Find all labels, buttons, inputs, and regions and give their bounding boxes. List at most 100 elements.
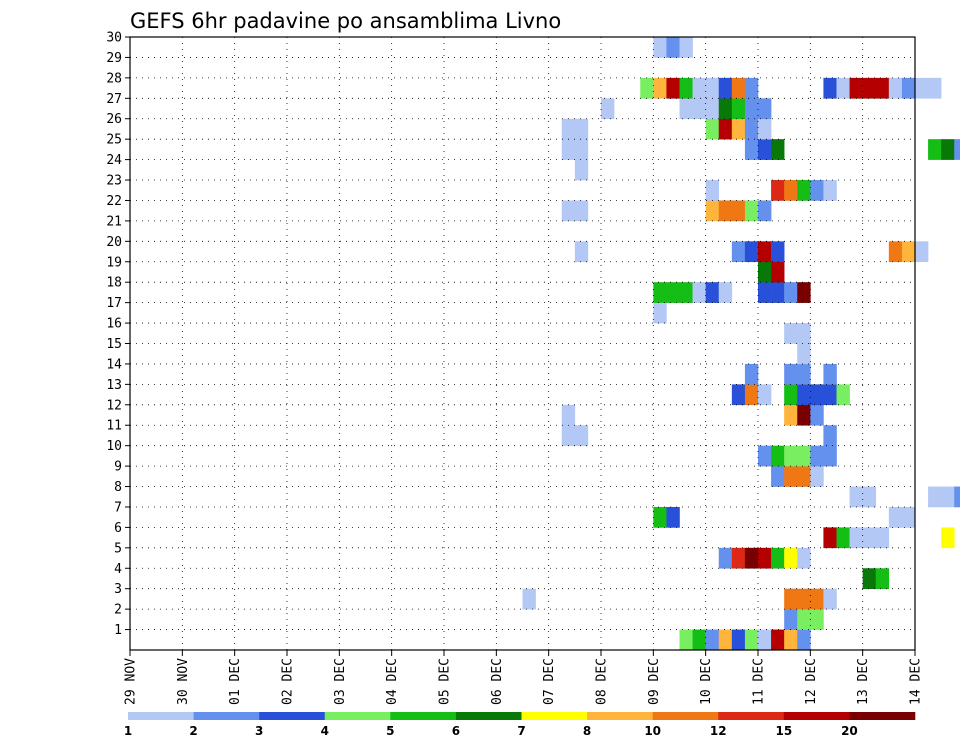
heatmap-cell (771, 139, 785, 160)
y-tick-label: 8 (114, 480, 122, 495)
heatmap-cell (653, 282, 667, 303)
heatmap-cell (758, 118, 772, 140)
heatmap-cell (797, 466, 811, 487)
heatmap-cell (731, 241, 746, 263)
heatmap-cell (771, 241, 785, 263)
heatmap-cell (810, 384, 824, 406)
heatmap-cell (810, 404, 824, 426)
heatmap-cell (954, 486, 960, 508)
heatmap-cell (744, 77, 759, 99)
colorbar-swatch (521, 712, 588, 720)
heatmap-cell (784, 609, 798, 630)
heatmap-cell (679, 37, 693, 58)
heatmap-cell (758, 445, 772, 467)
heatmap-cell (758, 139, 772, 160)
x-tick-label: 14 DEC (909, 658, 924, 705)
heatmap-cell (928, 486, 942, 508)
heatmap-cell (928, 77, 942, 99)
heatmap-cell (862, 527, 877, 549)
heatmap-cell (666, 506, 680, 528)
heatmap-cell (731, 118, 746, 140)
heatmap-cell (849, 77, 863, 99)
heatmap-cell (836, 77, 850, 99)
heatmap-cell (758, 629, 772, 651)
heatmap-cell (705, 118, 720, 140)
heatmap-cell (758, 261, 772, 283)
y-tick-label: 14 (106, 357, 122, 372)
heatmap-cell (771, 180, 785, 201)
y-tick-label: 6 (114, 521, 122, 536)
heatmap-cell (692, 98, 706, 120)
x-tick-label: 09 DEC (647, 658, 662, 705)
y-tick-label: 30 (106, 31, 122, 46)
heatmap-cell (705, 200, 720, 222)
heatmap-cell (705, 77, 720, 99)
heatmap-cell (823, 77, 837, 99)
heatmap-cell (731, 77, 746, 99)
heatmap-cell (744, 139, 759, 160)
x-tick-label: 13 DEC (856, 658, 871, 705)
heatmap-cell (574, 200, 589, 222)
colorbar-swatch (259, 712, 326, 720)
colorbar-swatch (718, 712, 785, 720)
heatmap-cell (797, 404, 811, 426)
heatmap-cell (771, 261, 785, 283)
heatmap-cell (810, 445, 824, 467)
heatmap-cell (901, 506, 916, 528)
heatmap-cell (849, 486, 863, 508)
colorbar-label: 10 (644, 724, 661, 738)
heatmap-cell (574, 139, 589, 160)
heatmap-cell (574, 159, 589, 181)
colorbar-swatch (455, 712, 522, 720)
heatmap-cell (875, 527, 890, 549)
heatmap-cell (705, 180, 720, 201)
colorbar-label: 5 (386, 724, 394, 738)
heatmap-cell (744, 547, 759, 569)
heatmap-cell (758, 282, 772, 303)
heatmap-cell (758, 547, 772, 569)
colorbar-label: 12 (710, 724, 727, 738)
heatmap-cell (731, 629, 746, 651)
heatmap-cell (784, 445, 798, 467)
y-tick-label: 4 (114, 562, 122, 577)
y-tick-label: 9 (114, 460, 122, 475)
heatmap-cell (797, 547, 811, 569)
x-tick-label: 01 DEC (228, 658, 243, 705)
heatmap-cell (862, 77, 877, 99)
heatmap-cell (666, 282, 680, 303)
colorbar-label: 2 (189, 724, 197, 738)
colorbar-label: 1 (124, 724, 132, 738)
heatmap-cell (692, 77, 706, 99)
heatmap-cell (797, 343, 811, 365)
heatmap-cell (744, 629, 759, 651)
y-tick-label: 21 (106, 214, 122, 229)
colorbar-swatch (783, 712, 850, 720)
heatmap-cell (718, 547, 733, 569)
heatmap-cell (653, 77, 667, 99)
heatmap-cell (744, 241, 759, 263)
heatmap-cell (718, 200, 733, 222)
heatmap-cell (784, 384, 798, 406)
y-tick-label: 24 (106, 153, 122, 168)
heatmap-cell (797, 609, 811, 630)
heatmap-cell (797, 363, 811, 385)
heatmap-cell (758, 200, 772, 222)
x-tick-label: 02 DEC (281, 658, 296, 705)
heatmap-cell (601, 98, 615, 120)
heatmap-cell (810, 466, 824, 487)
heatmap-cell (731, 547, 746, 569)
heatmap-cell (692, 282, 706, 303)
heatmap-cell (744, 118, 759, 140)
heatmap-cell (561, 200, 576, 222)
colorbar-label: 20 (841, 724, 858, 738)
heatmap-cell (758, 384, 772, 406)
heatmap-cell (561, 404, 576, 426)
x-tick-label: 07 DEC (542, 658, 557, 705)
heatmap-cell (522, 588, 536, 610)
heatmap-cell (679, 282, 693, 303)
colorbar-swatch (193, 712, 260, 720)
heatmap-cell (731, 98, 746, 120)
y-tick-label: 5 (114, 541, 122, 556)
colorbar-label: 7 (517, 724, 525, 738)
